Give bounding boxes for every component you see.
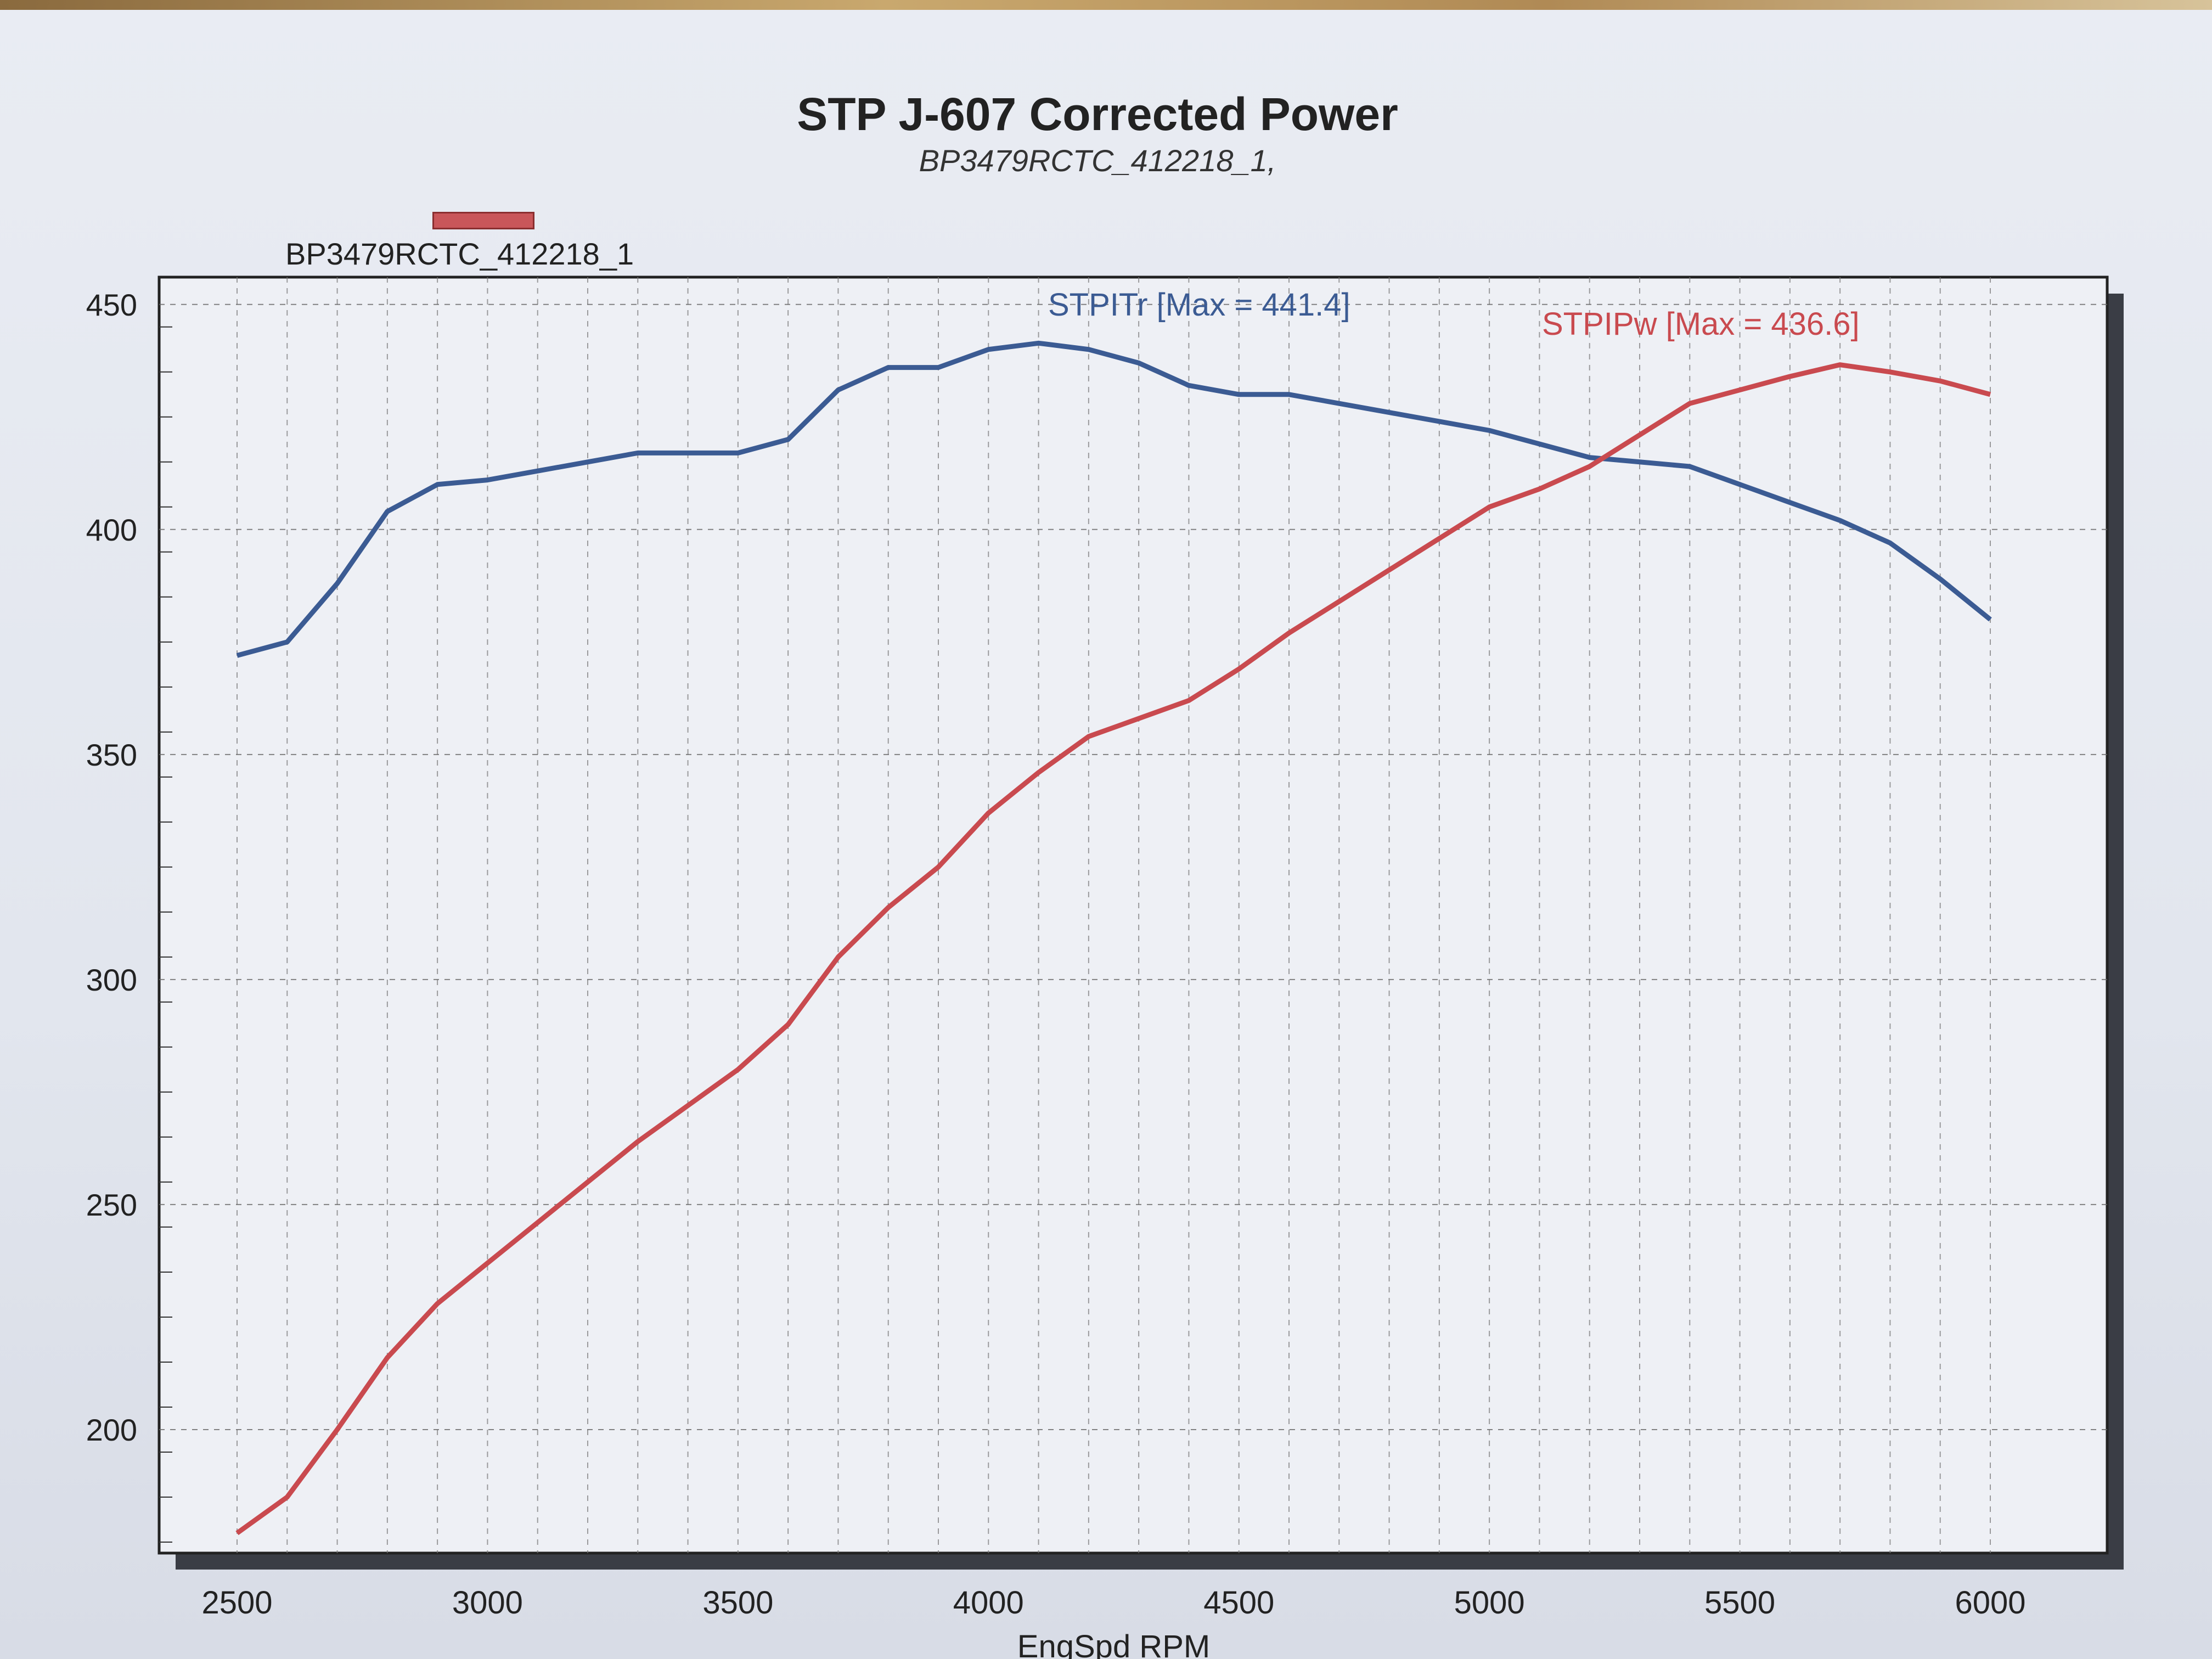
x-tick-label: 3000: [452, 1585, 523, 1621]
x-tick-label: 4000: [953, 1585, 1024, 1621]
x-tick-label: 4500: [1203, 1585, 1274, 1621]
x-tick-label: 2500: [201, 1585, 272, 1621]
x-tick-label: 5000: [1454, 1585, 1525, 1621]
y-tick-label: 350: [86, 738, 137, 772]
series-annotation-stpipw: STPIPw [Max = 436.6]: [1542, 306, 1860, 342]
y-tick-label: 400: [86, 513, 137, 547]
y-tick-label: 250: [86, 1188, 137, 1222]
y-tick-label: 450: [86, 288, 137, 322]
legend-swatch: [432, 212, 534, 229]
x-tick-label: 6000: [1955, 1585, 2025, 1621]
series-line-stpipw: [235, 362, 1991, 1536]
x-tick-label: 5500: [1704, 1585, 1775, 1621]
y-tick-label: 200: [86, 1413, 137, 1447]
series-line-stpitr: [236, 340, 1992, 658]
legend-label: BP3479RCTC_412218_1: [285, 237, 634, 271]
y-tick-label: 300: [86, 963, 137, 997]
x-tick-label: 3500: [702, 1585, 773, 1621]
chart-title: STP J-607 Corrected Power: [797, 88, 1398, 140]
series-annotation-stpitr: STPITr [Max = 441.4]: [1048, 287, 1350, 323]
x-axis-label: EngSpd RPM: [1017, 1629, 1210, 1659]
chart-subtitle: BP3479RCTC_412218_1,: [919, 143, 1276, 178]
table-edge: [0, 0, 2212, 10]
plot-frame: [157, 275, 2109, 1555]
